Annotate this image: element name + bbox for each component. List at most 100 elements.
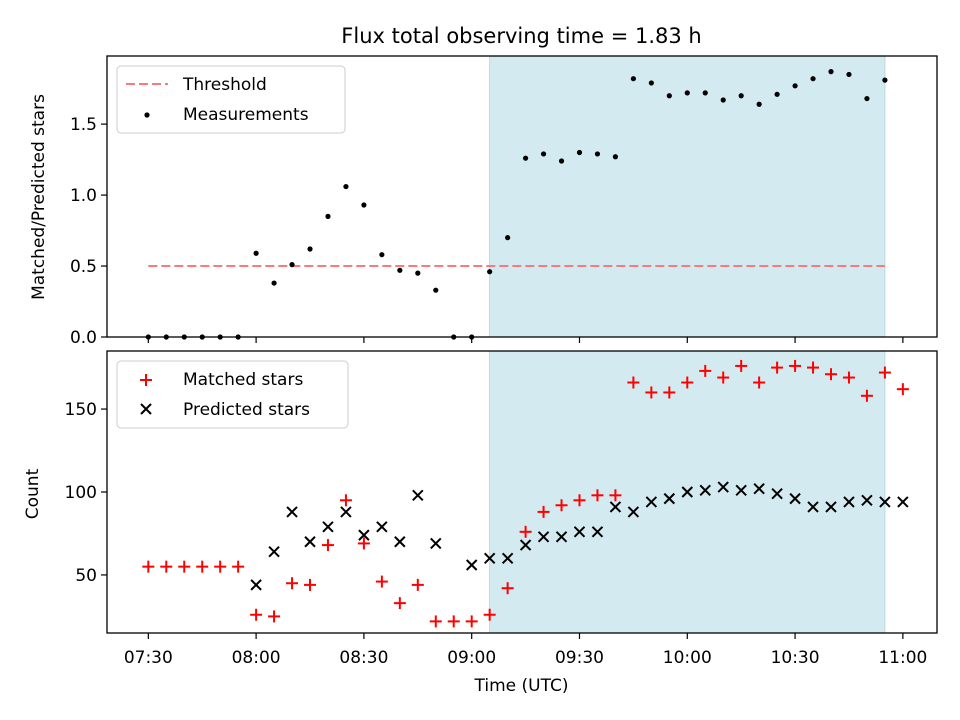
matched-star-point [465,615,478,628]
matched-star-point [447,615,460,628]
measurement-point [882,77,888,83]
predicted-star-point [430,537,442,550]
measurement-point [361,202,367,208]
matched-star-point [717,371,730,384]
predicted-star-point [645,496,658,508]
predicted-star-point [753,482,765,495]
matched-star-point [842,371,855,384]
predicted-star-point [825,501,837,513]
matched-star-point [501,582,514,595]
measurement-point [648,80,654,86]
measurement-point [433,287,439,293]
measurement-point [846,71,852,78]
legend-measurements-swatch [144,112,150,118]
matched-star-point [483,608,496,621]
predicted-star-point [555,531,568,543]
measurement-point [379,252,385,258]
y-tick-label: 0.0 [70,328,97,348]
matched-star-point [591,489,604,502]
measurement-point [487,269,493,275]
y-tick-label: 150 [65,400,97,420]
predicted-star-point [879,496,891,508]
predicted-star-point [483,552,496,565]
measurement-point [612,154,619,160]
measurement-point [864,95,870,102]
matched-star-point [878,366,891,379]
x-tick-label: 10:30 [771,648,820,668]
legend-threshold-label: Threshold [182,75,267,95]
legend-matched-label: Matched stars [183,370,303,390]
predicted-star-point [609,501,622,513]
measurement-point [540,151,547,157]
bottom-x-ticks: 07:30 08:00 08:30 09:00 09:30 10:00 10:30 11:00 [124,633,927,668]
y-tick-label: 1.5 [70,115,97,135]
x-tick-label: 10:00 [663,648,712,668]
matched-star-point [807,361,820,374]
predicted-star-point [412,489,424,502]
matched-star-point [860,389,873,402]
predicted-star-point [286,506,298,518]
top-shaded-region [489,55,886,338]
predicted-star-point [358,529,370,541]
predicted-star-point [519,539,532,551]
bottom-legend-box [116,360,349,429]
matched-star-point [735,359,748,372]
matched-star-point [321,539,334,552]
matched-star-point [537,505,550,518]
measurement-point [325,213,331,219]
matched-star-point [232,560,245,573]
predicted-star-point [843,496,855,508]
y-tick-label: 100 [65,483,97,503]
x-tick-label: 09:30 [555,648,604,668]
measurement-point [594,151,601,157]
measurement-point [576,149,583,156]
legend-measurements-label: Measurements [183,105,309,125]
matched-star-point [411,578,424,591]
matched-star-point [753,376,766,389]
measurement-point [684,90,690,96]
measurement-point [720,97,726,103]
count-points [142,359,909,628]
y-tick-label: 50 [75,566,97,586]
measurement-point [666,93,672,99]
predicted-star-point [465,559,478,571]
chart-title: Flux total observing time = 1.83 h [341,24,701,48]
predicted-star-point [322,521,334,533]
measurement-point [505,235,511,241]
matched-star-point [160,560,173,573]
matched-star-point [771,361,784,374]
predicted-star-point [717,481,729,493]
bottom-axes-frame [106,350,938,634]
matched-star-point [339,494,352,507]
predicted-star-point [807,501,819,513]
x-tick-label: 09:00 [447,648,496,668]
matched-star-point [825,368,838,381]
x-axis-label: Time (UTC) [474,676,569,696]
predicted-star-point [250,579,262,591]
measurement-point [271,280,277,286]
matched-star-point [196,560,209,573]
y-tick-label: 1.0 [70,186,97,206]
top-panel: 0.0 0.5 1.0 1.5 Matched/Predicted stars Thr… [29,55,938,348]
predicted-star-point [376,521,388,533]
matched-star-point [699,364,712,377]
matched-star-point [304,578,317,591]
measurement-point [756,101,762,107]
predicted-star-point [394,536,406,548]
measurement-point [810,76,816,82]
measurement-point [253,250,259,256]
measurement-point [307,246,313,252]
predicted-star-point [268,546,280,558]
predicted-star-point [681,486,693,498]
x-tick-label: 08:30 [339,648,388,668]
matched-star-point [375,575,388,588]
measurement-point [522,155,529,161]
matched-star-point [429,615,442,628]
predicted-star-point [340,506,352,518]
matched-star-point [896,383,909,396]
predicted-star-point [573,526,586,538]
predicted-star-point [501,552,514,565]
measurement-point [558,158,565,164]
y-tick-label: 0.5 [70,257,97,277]
